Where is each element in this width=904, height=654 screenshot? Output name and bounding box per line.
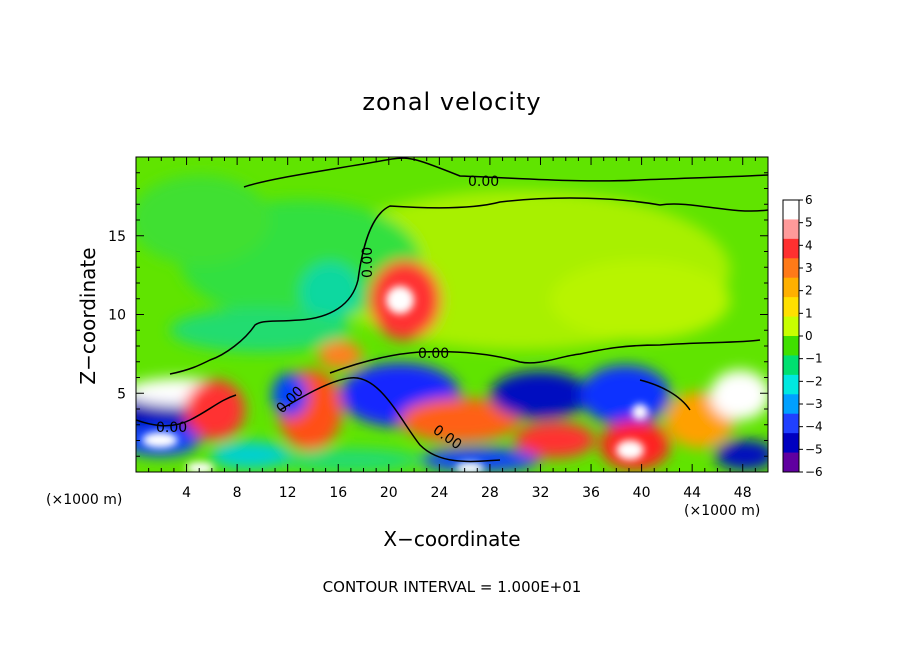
colorbar-label: −5 [805, 442, 823, 456]
colorbar-swatch [783, 200, 799, 220]
colorbar-swatch [783, 433, 799, 454]
colorbar-swatch [783, 355, 799, 376]
x-tick-label: 16 [329, 485, 347, 501]
contour-label: 0.00 [468, 174, 499, 190]
colorbar-label: −6 [805, 465, 823, 479]
contour-line [329, 339, 761, 374]
x-tick-label: 32 [532, 485, 550, 501]
contour-line [243, 157, 768, 188]
velocity-field [136, 157, 768, 472]
x-tick-label: 28 [481, 485, 499, 501]
x-tick-label: 44 [683, 485, 701, 501]
contour-line [136, 394, 237, 427]
colorbar-swatch [783, 258, 799, 279]
colorbar-label: −2 [805, 374, 823, 388]
colorbar-label: 0 [805, 329, 813, 343]
x-axis-ticks: 4 8 12 16 20 24 28 32 36 40 44 48 [148, 157, 756, 501]
colorbar-label: −3 [805, 397, 823, 411]
colorbar-swatch [783, 297, 799, 318]
colorbar: 6 5 4 3 2 1 0 −1 −2 −3 −4 −5 −6 [782, 193, 823, 479]
x-unit-label-left: (×1000 m) [46, 492, 123, 508]
colorbar-swatch [783, 316, 799, 337]
colorbar-label: 6 [805, 193, 813, 207]
y-tick-label: 10 [108, 308, 126, 324]
contour-label: 0.00 [418, 346, 449, 362]
colorbar-label: 3 [805, 261, 813, 275]
chart-title: zonal velocity [362, 88, 542, 116]
colorbar-swatch [783, 394, 799, 415]
x-unit-label-right: (×1000 m) [684, 503, 761, 519]
contour-line [279, 377, 501, 463]
colorbar-swatch [783, 413, 799, 434]
contour-line [639, 379, 691, 411]
y-tick-label: 5 [117, 386, 126, 402]
contour-line [169, 197, 768, 375]
colorbar-swatch [783, 336, 799, 356]
y-axis-ticks: 5 10 15 [108, 172, 768, 457]
colorbar-label: −1 [805, 352, 823, 366]
colorbar-swatch [783, 452, 799, 473]
colorbar-label: −4 [805, 420, 823, 434]
x-tick-label: 4 [182, 485, 191, 501]
contour-label: 0.00 [360, 247, 376, 278]
colorbar-label: 5 [805, 216, 813, 230]
x-axis-label: X−coordinate [383, 527, 521, 551]
x-tick-label: 8 [233, 485, 242, 501]
contour-interval-note: CONTOUR INTERVAL = 1.000E+01 [322, 578, 582, 596]
colorbar-label: 2 [805, 284, 813, 298]
x-tick-label: 20 [380, 485, 398, 501]
colorbar-swatch [783, 219, 799, 240]
x-tick-label: 12 [279, 485, 297, 501]
zero-contours [136, 157, 768, 463]
colorbar-label: 1 [805, 306, 813, 320]
x-tick-label: 40 [633, 485, 651, 501]
colorbar-swatch [783, 238, 799, 259]
contour-label: 0.00 [156, 420, 187, 436]
y-tick-label: 15 [108, 229, 126, 245]
colorbar-label: 4 [805, 238, 813, 252]
colorbar-swatch [783, 277, 799, 298]
x-tick-label: 24 [430, 485, 448, 501]
x-tick-label: 48 [734, 485, 752, 501]
x-tick-label: 36 [582, 485, 600, 501]
colorbar-swatch [783, 374, 799, 395]
